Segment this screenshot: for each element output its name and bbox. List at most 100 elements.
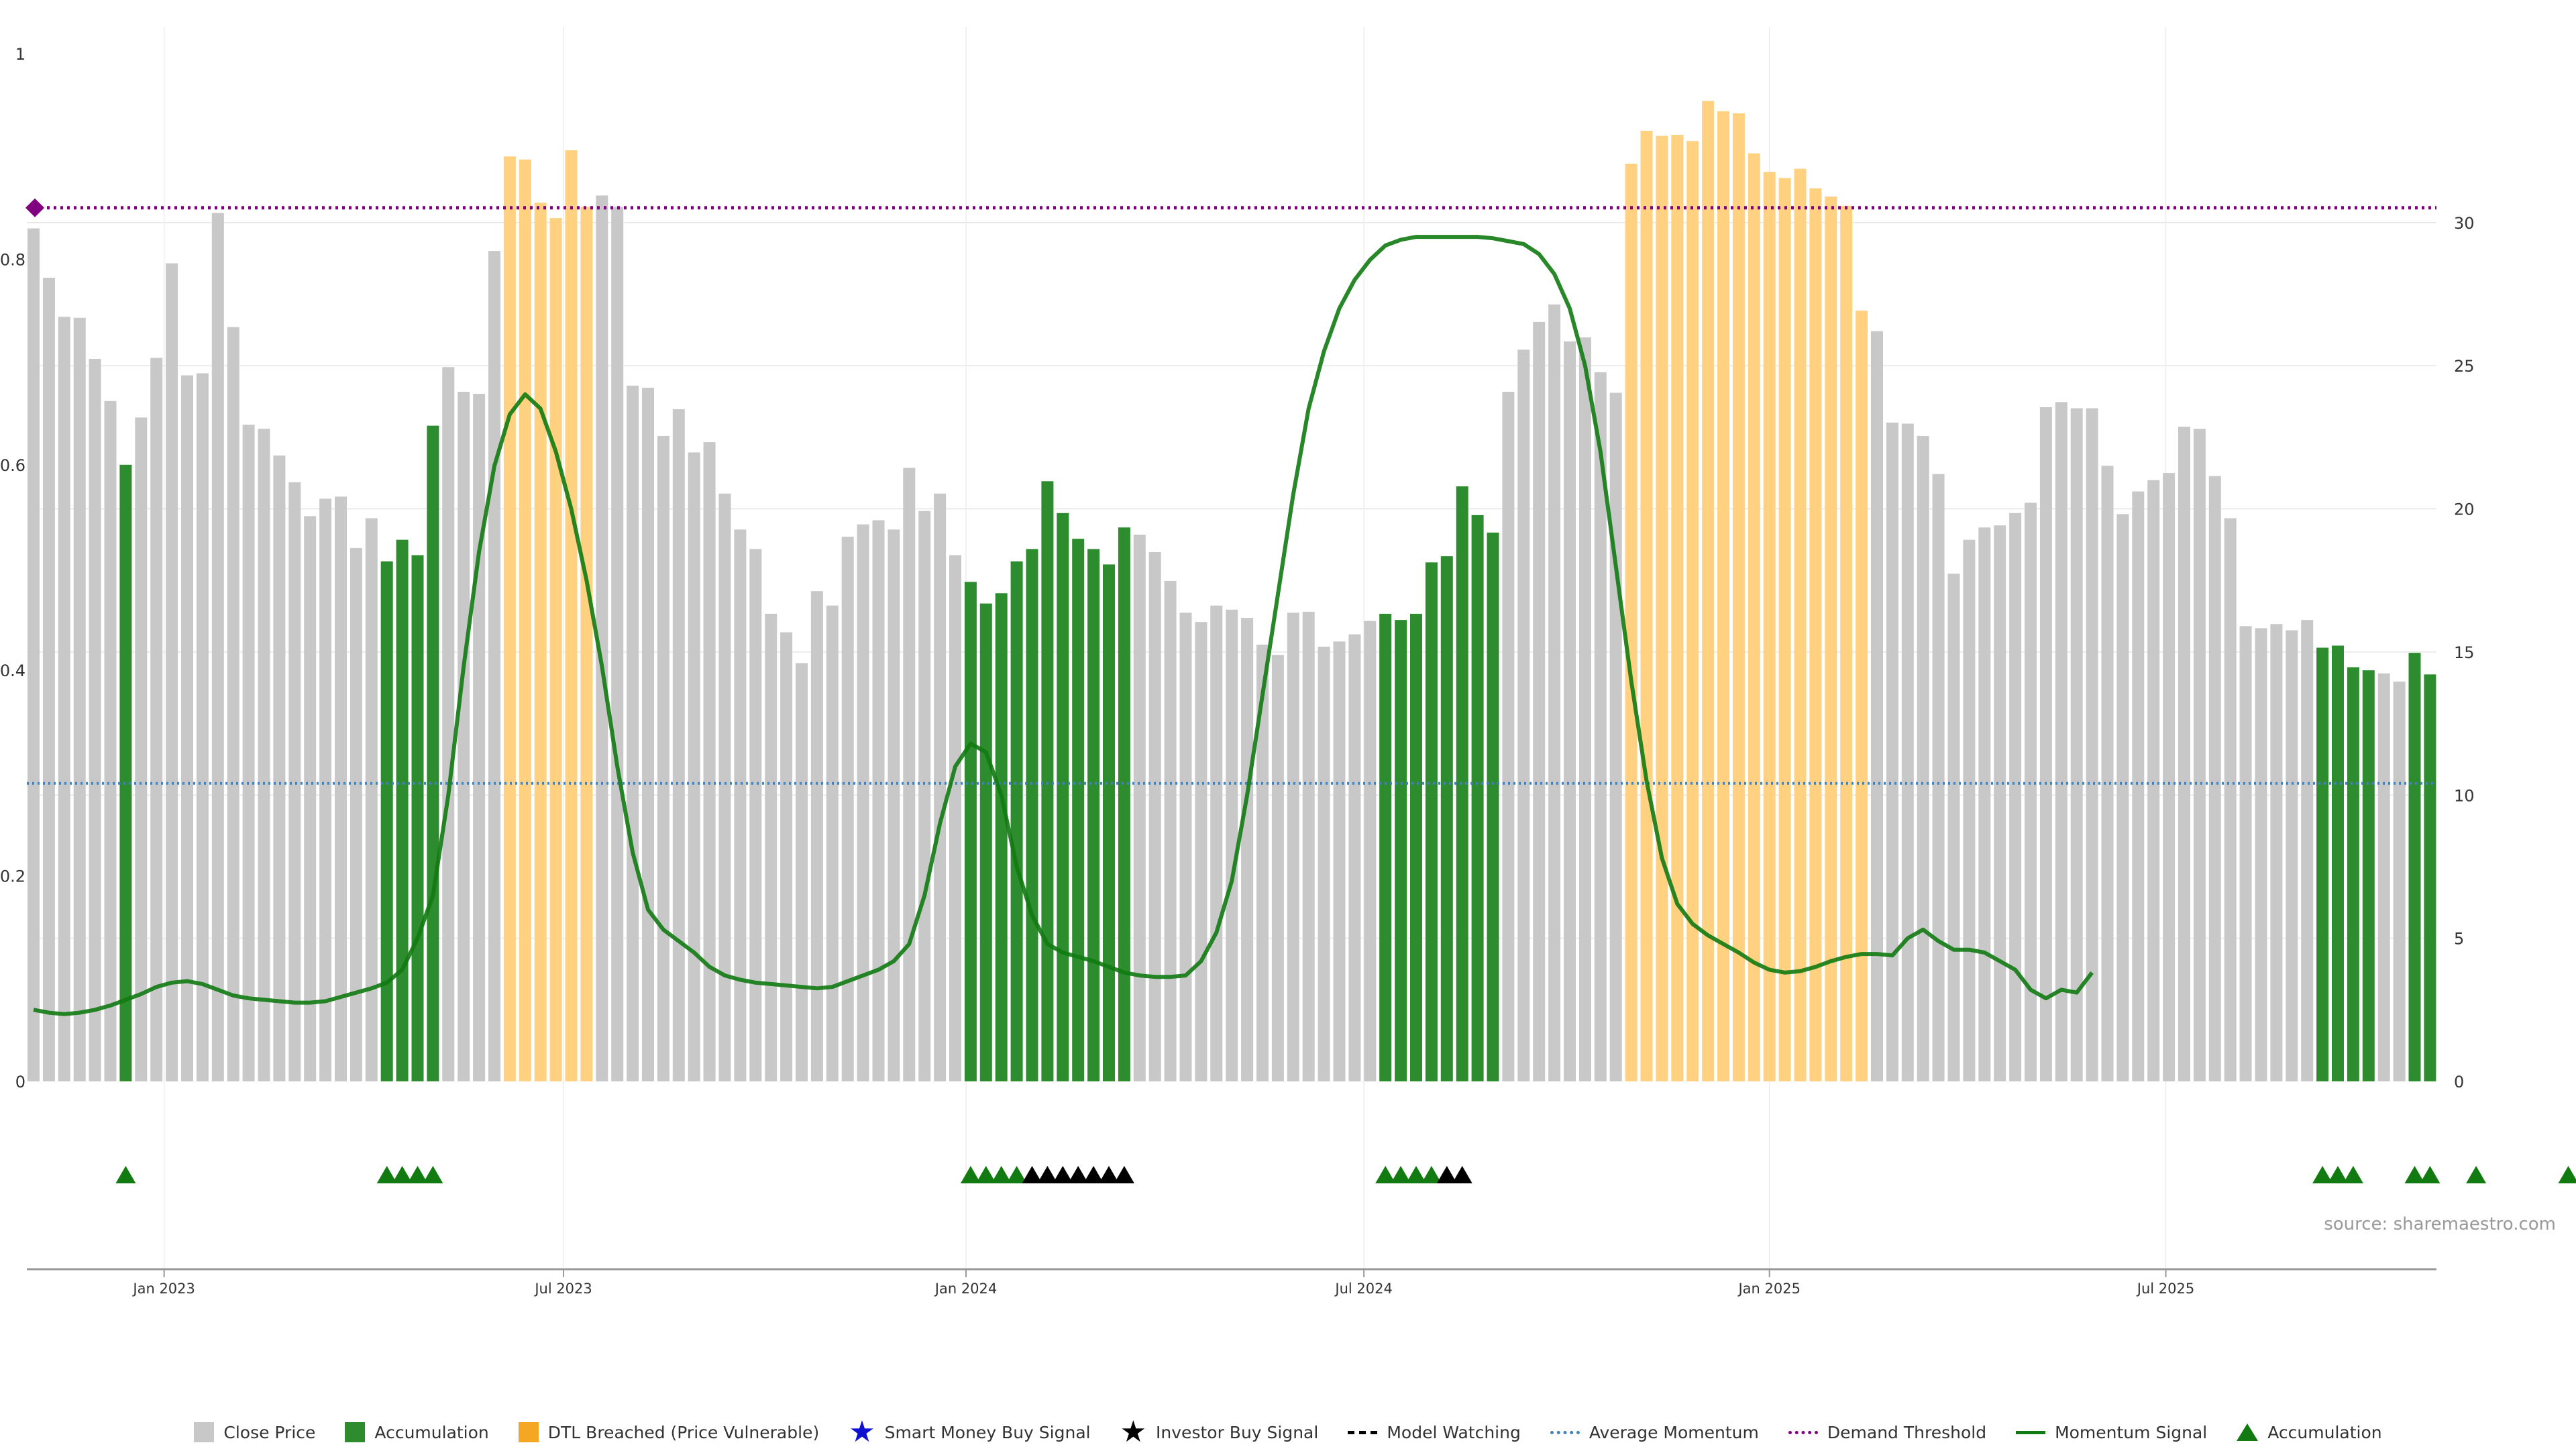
dtl-breached-bar: [549, 218, 562, 1081]
accumulation-marker: [392, 1166, 413, 1183]
close-price-bar: [2070, 408, 2083, 1081]
y-right-tick-label: 5: [2454, 930, 2464, 949]
investor-buy-marker: [1037, 1166, 1058, 1183]
close-price-bar: [1195, 622, 1208, 1081]
accumulation-bar: [1026, 549, 1038, 1081]
investor-buy-marker: [1083, 1166, 1104, 1183]
dtl-breached-bar: [580, 207, 593, 1081]
close-price-bar: [780, 632, 793, 1081]
dotted-line-icon: [1550, 1430, 1580, 1434]
legend-momentum-signal: Momentum Signal: [2016, 1423, 2207, 1442]
dtl-breached-bar: [503, 156, 516, 1082]
accumulation-marker: [423, 1166, 443, 1183]
close-price-bar: [442, 367, 455, 1081]
dtl-breached-bar: [1825, 196, 1837, 1081]
close-price-bar: [2163, 473, 2176, 1081]
dtl-breached-bar: [1840, 205, 1853, 1082]
close-price-bar: [888, 529, 900, 1081]
close-price-bar: [1318, 646, 1330, 1081]
close-price-bar: [2147, 480, 2160, 1081]
close-price-bar: [611, 207, 624, 1081]
accumulation-bar: [411, 555, 424, 1081]
accumulation-bar: [1410, 613, 1422, 1081]
close-price-bar: [2377, 673, 2390, 1081]
close-price-bar: [1533, 321, 1546, 1081]
legend-label: Demand Threshold: [1827, 1422, 1987, 1442]
close-price-bar: [288, 482, 301, 1081]
accumulation-marker: [2328, 1166, 2348, 1183]
solid-line-icon: [2016, 1430, 2046, 1434]
close-price-bar: [642, 387, 654, 1081]
legend-label: Accumulation: [374, 1422, 489, 1442]
close-price-bar: [949, 555, 961, 1081]
close-price-bar: [2116, 514, 2129, 1081]
accumulation-marker: [1006, 1166, 1027, 1183]
close-price-bar: [273, 455, 286, 1081]
x-tick-label: Jul 2024: [1334, 1281, 1392, 1297]
close-price-bar: [1287, 612, 1299, 1081]
close-price-bar: [181, 375, 193, 1081]
legend-accumulation: Accumulation: [345, 1422, 489, 1442]
close-price-bar: [1947, 574, 1960, 1081]
dtl-breached-bar: [1717, 111, 1729, 1082]
accumulation-bar: [1103, 564, 1115, 1081]
accumulation-bar: [2362, 670, 2375, 1081]
close-price-bar: [2009, 513, 2022, 1081]
dtl-breached-bar: [1732, 113, 1745, 1082]
close-price-bar: [1148, 552, 1161, 1081]
close-price-bar: [1133, 534, 1146, 1081]
close-price-bar: [918, 511, 931, 1081]
close-price-bar: [488, 251, 500, 1081]
close-price-bar: [1517, 350, 1530, 1081]
accumulation-marker: [960, 1166, 981, 1183]
close-price-bar: [242, 425, 255, 1081]
accumulation-marker: [2404, 1166, 2425, 1183]
close-price-bar: [135, 417, 148, 1081]
close-price-bar: [2301, 620, 2314, 1081]
legend-label: Accumulation: [2267, 1422, 2382, 1442]
investor-buy-marker: [1022, 1166, 1042, 1183]
legend-demand-threshold: Demand Threshold: [1788, 1423, 1986, 1442]
close-price-bar: [703, 442, 716, 1081]
x-tick-label: Jan 2025: [1737, 1281, 1801, 1297]
signal-markers: [115, 1166, 2576, 1183]
close-price-bar: [2286, 630, 2298, 1081]
close-price-bar: [796, 663, 808, 1081]
close-price-bar: [2208, 476, 2221, 1081]
close-price-bar: [657, 435, 669, 1081]
close-price-bar: [810, 591, 823, 1081]
close-price-bar: [42, 277, 55, 1081]
dtl-breached-bar: [1856, 311, 1868, 1081]
dtl-breached-bar: [1656, 136, 1668, 1081]
close-price-bar: [765, 613, 777, 1081]
accumulation-marker: [2343, 1166, 2363, 1183]
accumulation-bar: [380, 561, 393, 1081]
accumulation-marker: [1391, 1166, 1411, 1183]
dtl-breached-bar: [1778, 178, 1791, 1081]
accumulation-bar: [1425, 562, 1438, 1081]
accumulation-bar: [119, 464, 132, 1081]
dtl-breached-bar: [1702, 101, 1715, 1081]
dtl-breached-bar: [1686, 141, 1699, 1082]
accumulation-bar: [1010, 561, 1023, 1081]
close-price-bar: [596, 195, 608, 1081]
accumulation-marker: [115, 1166, 136, 1183]
close-price-bar: [89, 359, 101, 1081]
close-price-bar: [1210, 605, 1223, 1081]
legend-label: DTL Breached (Price Vulnerable): [547, 1422, 820, 1442]
dtl-breached-bar: [519, 159, 531, 1081]
legend: Close Price Accumulation DTL Breached (P…: [0, 1415, 2576, 1449]
y-left-tick-label: 0.6: [0, 456, 25, 475]
accumulation-marker: [407, 1166, 428, 1183]
close-price-bar: [1226, 609, 1238, 1081]
close-price-bar: [1994, 525, 2006, 1081]
close-price-bar: [718, 493, 731, 1081]
close-price-bar: [1886, 422, 1898, 1081]
dtl-breached-bar: [1794, 168, 1807, 1082]
dtl-breached-bar: [534, 203, 547, 1081]
accumulation-bar: [2347, 667, 2359, 1081]
legend-average-momentum: Average Momentum: [1550, 1423, 1759, 1442]
dashed-line-icon: [1348, 1430, 1378, 1434]
legend-accumulation-marker: Accumulation: [2237, 1422, 2382, 1442]
close-price-bar: [2255, 628, 2267, 1081]
